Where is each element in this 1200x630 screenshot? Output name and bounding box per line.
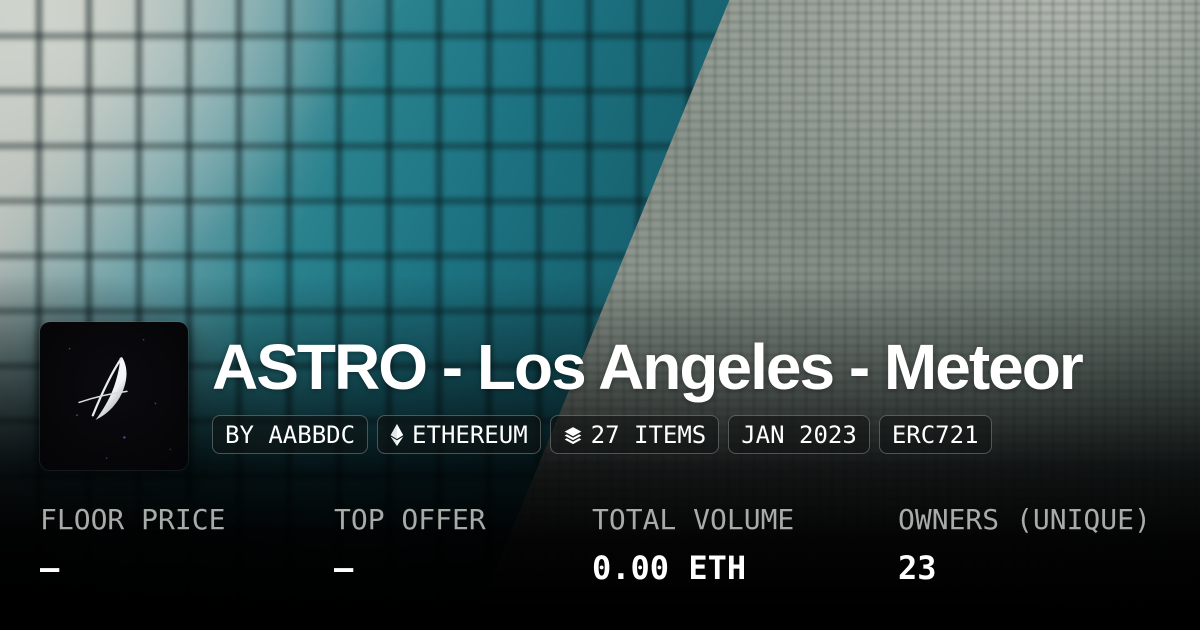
stat-label: TOP OFFER [334,503,486,536]
badge-row: BY AABBDC ETHEREUM [212,415,1082,454]
layers-icon [564,426,581,444]
astro-script-a-logo-icon [78,357,128,420]
badge-items-label: 27 ITEMS [590,420,707,449]
stats-row: FLOOR PRICE – TOP OFFER – TOTAL VOLUME 0… [40,503,1170,587]
collection-title: ASTRO - Los Angeles - Meteor [212,331,1084,403]
stat-top-offer: TOP OFFER – [334,503,592,587]
badge-chain-label: ETHEREUM [412,420,528,449]
stat-floor-price: FLOOR PRICE – [40,503,334,587]
ethereum-icon [390,423,404,446]
stat-value: 23 [898,549,937,587]
badge-items: 27 ITEMS [549,415,720,454]
stat-label: TOTAL VOLUME [592,503,795,536]
stat-owners-unique: OWNERS (UNIQUE) 23 [898,503,1170,587]
badge-creator: BY AABBDC [212,415,369,454]
stat-label: OWNERS (UNIQUE) [898,503,1151,536]
badge-chain: ETHEREUM [377,415,541,454]
stat-total-volume: TOTAL VOLUME 0.00 ETH [592,503,898,587]
badge-token-standard: ERC721 [878,415,992,454]
badge-created-date: JAN 2023 [728,415,870,454]
collection-avatar [40,322,188,470]
stat-value: – [334,549,354,587]
stat-value: – [40,549,60,587]
stat-label: FLOOR PRICE [40,503,226,536]
stat-value: 0.00 ETH [592,549,747,587]
collection-header: ASTRO - Los Angeles - Meteor BY AABBDC E… [40,322,1084,470]
